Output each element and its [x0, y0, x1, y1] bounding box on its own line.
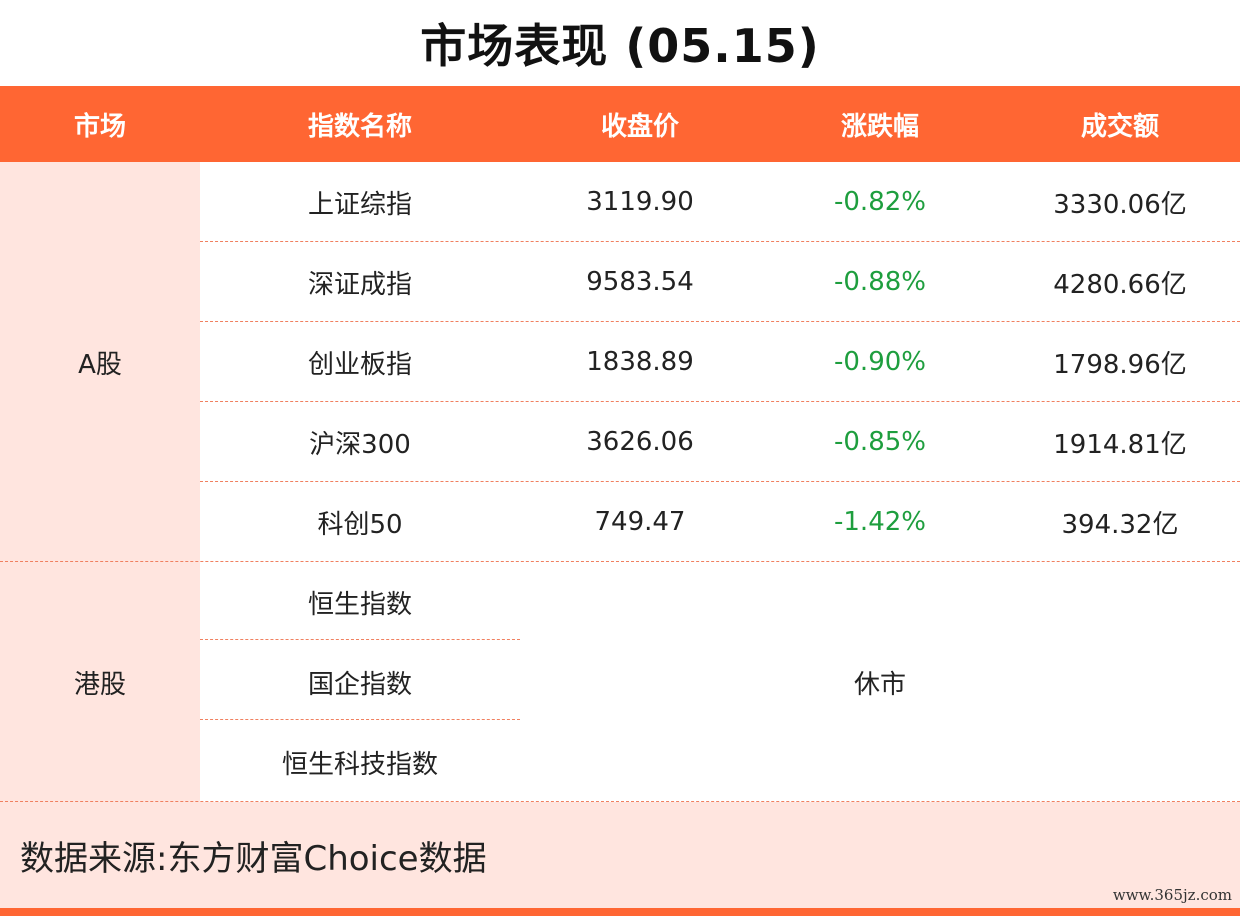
group-divider — [0, 561, 1240, 562]
table-row: 上证综指 3119.90 -0.82% 3330.06亿 — [200, 162, 1240, 242]
table-row: 沪深300 3626.06 -0.85% 1914.81亿 — [200, 402, 1240, 482]
table-row: 创业板指 1838.89 -0.90% 1798.96亿 — [200, 322, 1240, 402]
table-row: 恒生科技指数 — [200, 722, 520, 802]
index-name: 深证成指 — [307, 269, 412, 300]
group-divider — [0, 801, 1240, 802]
header-market: 市场 — [73, 111, 126, 142]
row-divider — [200, 719, 520, 720]
close-price: 3119.90 — [586, 187, 694, 217]
close-price: 1838.89 — [586, 347, 694, 377]
table-header: 市场 指数名称 收盘价 涨跌幅 成交额 — [0, 86, 1240, 162]
index-name: 创业板指 — [307, 349, 412, 380]
row-divider — [200, 321, 1240, 322]
index-name: 恒生科技指数 — [281, 749, 438, 780]
change-percent: -1.42% — [834, 507, 926, 537]
table-row: 深证成指 9583.54 -0.88% 4280.66亿 — [200, 242, 1240, 322]
table-row: 国企指数 — [200, 642, 520, 722]
row-divider — [200, 639, 520, 640]
title-bar: 市场表现 (05.15) — [0, 0, 1240, 86]
index-name: 恒生指数 — [307, 589, 412, 620]
close-price: 749.47 — [594, 507, 686, 537]
header-change: 涨跌幅 — [840, 111, 919, 142]
close-price: 9583.54 — [586, 267, 694, 297]
change-percent: -0.90% — [834, 347, 926, 377]
turnover: 394.32亿 — [1061, 509, 1179, 540]
market-cell-a-share: A股 — [0, 162, 200, 562]
turnover: 1798.96亿 — [1053, 349, 1187, 380]
change-percent: -0.85% — [834, 427, 926, 457]
table-row: 科创50 749.47 -1.42% 394.32亿 — [200, 482, 1240, 562]
index-name: 国企指数 — [307, 669, 412, 700]
close-price: 3626.06 — [586, 427, 694, 457]
page-title: 市场表现 (05.15) — [420, 19, 820, 73]
turnover: 3330.06亿 — [1053, 189, 1187, 220]
market-closed-status: 休市 — [853, 669, 906, 700]
index-name: 科创50 — [317, 509, 403, 540]
header-turnover: 成交额 — [1080, 111, 1159, 142]
data-source: 数据来源:东方财富Choice数据 — [20, 838, 487, 879]
source-footer: 数据来源:东方财富Choice数据 www.365jz.com — [0, 802, 1240, 908]
bottom-accent-line — [0, 908, 1240, 916]
header-close: 收盘价 — [600, 111, 679, 142]
turnover: 4280.66亿 — [1053, 269, 1187, 300]
header-index-name: 指数名称 — [307, 111, 412, 142]
index-name: 上证综指 — [307, 189, 412, 220]
watermark: www.365jz.com — [1112, 886, 1232, 904]
change-percent: -0.82% — [834, 187, 926, 217]
market-cell-hk-share: 港股 — [0, 562, 200, 802]
row-divider — [200, 241, 1240, 242]
row-divider — [200, 401, 1240, 402]
change-percent: -0.88% — [834, 267, 926, 297]
row-divider — [200, 481, 1240, 482]
table-row: 恒生指数 — [200, 562, 520, 642]
index-name: 沪深300 — [309, 429, 411, 460]
turnover: 1914.81亿 — [1053, 429, 1187, 460]
